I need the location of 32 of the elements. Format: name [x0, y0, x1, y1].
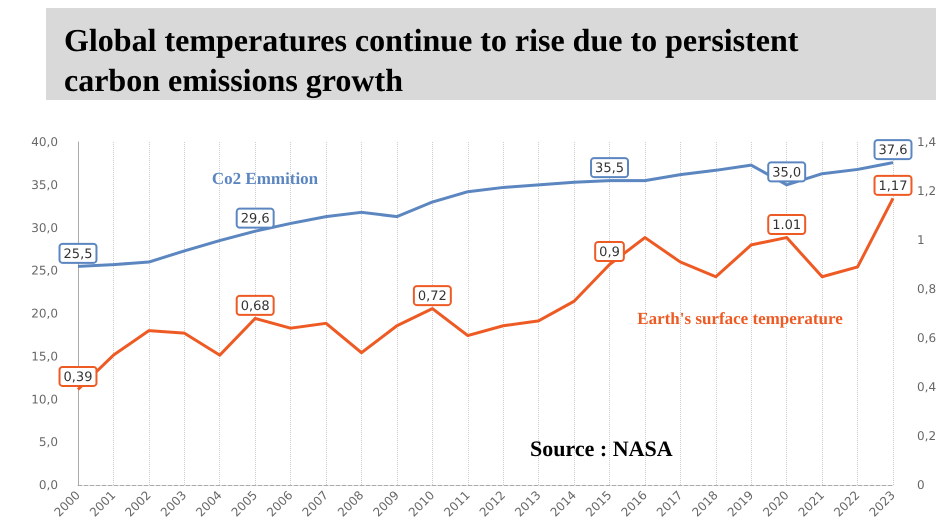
y-tick-label: 25,0 [31, 264, 58, 278]
y2-tick-label: 0,2 [917, 429, 936, 443]
y-tick-label: 20,0 [31, 306, 58, 320]
data-label: 35,0 [772, 165, 802, 180]
data-label: 37,6 [878, 143, 908, 158]
y-tick-label: 0,0 [38, 478, 58, 492]
y2-tick-label: 1,2 [917, 184, 936, 198]
y-tick-label: 30,0 [31, 220, 58, 235]
data-label: 0,9 [599, 245, 620, 260]
y-tick-label: 10,0 [31, 392, 58, 406]
series-label: Co2 Emmition [210, 168, 320, 190]
y2-tick-label: 0,4 [917, 380, 936, 394]
data-label: 35,5 [595, 161, 624, 176]
annotation: Source : NASA [530, 435, 673, 463]
chart-title: Global temperatures continue to rise due to persistent carbon emissions growth [46, 8, 936, 106]
data-label: 0,39 [64, 370, 92, 385]
data-label: 1,17 [878, 178, 908, 194]
data-label: 1.01 [772, 218, 802, 234]
y-tick-label: 35,0 [31, 178, 58, 192]
y2-tick-label: 0,6 [917, 331, 936, 345]
y2-tick-label: 0,8 [917, 282, 936, 296]
data-label: 29,6 [240, 212, 270, 227]
y2-tick-label: 0 [917, 478, 925, 492]
y-tick-label: 5,0 [38, 435, 58, 450]
text: Earth's surface temperature [636, 308, 844, 330]
data-label: 0,68 [240, 298, 270, 314]
data-label: 0,72 [418, 289, 447, 304]
y2-tick-label: 1 [917, 233, 925, 247]
y-tick-label: 15,0 [31, 349, 58, 364]
data-label: 25,5 [64, 246, 92, 262]
y2-tick-label: 1,4 [917, 135, 936, 149]
y-tick-label: 40,0 [31, 135, 58, 149]
